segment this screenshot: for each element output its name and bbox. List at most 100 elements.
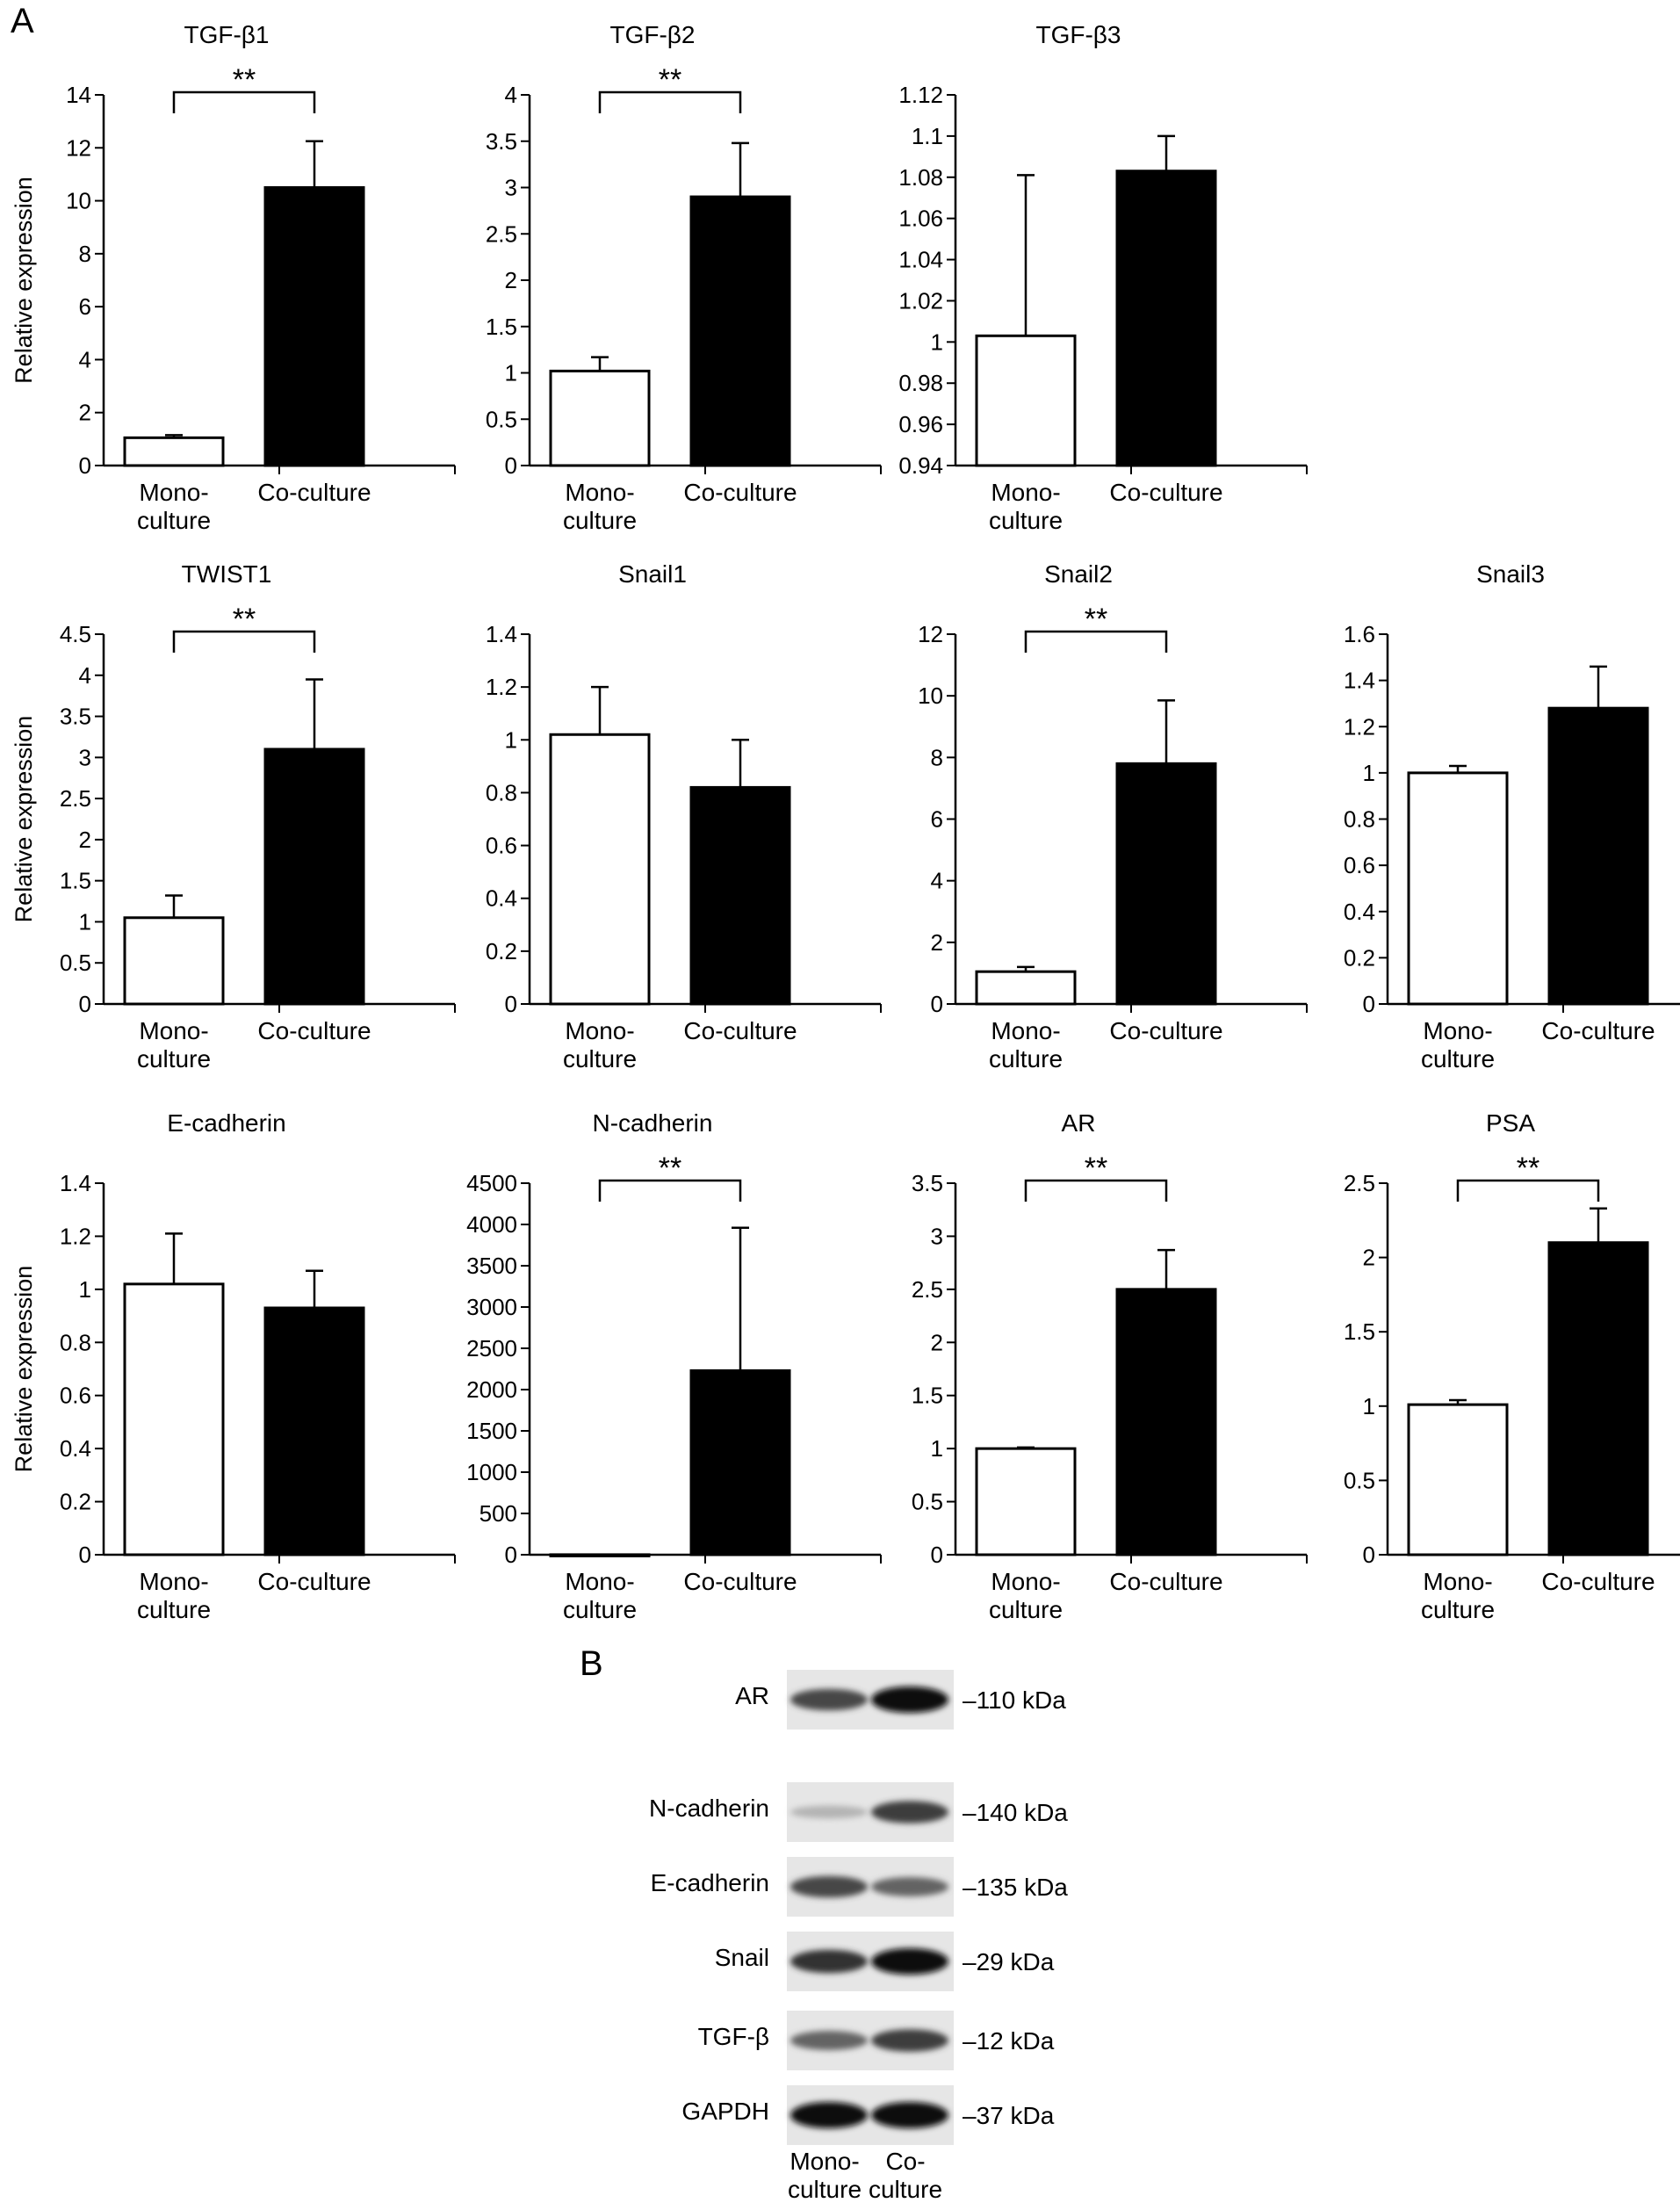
y-axis-label: Relative expression (11, 1266, 37, 1473)
significance-marker: ** (1085, 1152, 1107, 1185)
y-tick-label: 4500 (466, 1170, 517, 1196)
x-category-label: Mono- (1423, 1017, 1492, 1044)
y-tick-label: 2 (931, 929, 943, 956)
x-category-label: culture (137, 1045, 211, 1072)
x-category-label: Mono- (565, 479, 634, 506)
blot-row-2: N-cadherin –140 kDa (649, 1782, 1068, 1842)
chart-10: AR 0 0.5 1 1.5 2 2.5 3 3.5 Mono-culture Co-culture… (912, 1109, 1308, 1623)
significance-bracket (172, 90, 316, 113)
blot-row-6: GAPDH –37 kDa (681, 2085, 1055, 2145)
y-tick-label: 0 (505, 1542, 517, 1568)
x-category-label: Mono- (139, 1568, 208, 1595)
chart-9: N-cadherin 0 500 1000 1500 2000 2500 3000 3500 40… (466, 1109, 882, 1623)
x-category-label: Mono- (991, 1017, 1060, 1044)
y-tick-label: 1.2 (486, 674, 517, 700)
y-tick-label: 1500 (466, 1418, 517, 1444)
blot-row-5: TGF-β –12 kDa (698, 2011, 1055, 2070)
y-tick-label: 12 (66, 134, 91, 161)
chart-title: N-cadherin (593, 1109, 713, 1137)
y-tick-label: 0.4 (486, 885, 517, 912)
y-tick-label: 1.06 (898, 206, 943, 232)
y-tick-label: 1 (931, 1435, 943, 1462)
bar-1 (549, 1553, 651, 1557)
y-tick-label: 2 (931, 1329, 943, 1355)
bar-2 (1115, 762, 1217, 1006)
y-tick-label: 0 (79, 452, 91, 479)
chart-3: TGF-β3 0.94 0.96 0.98 1 1.02 1.04 1.06 1.08 1.1 1.… (898, 21, 1308, 534)
y-tick-label: 8 (79, 241, 91, 267)
significance-bracket (1024, 630, 1168, 653)
blot-band (871, 1948, 948, 1975)
y-tick-label: 3.5 (912, 1170, 943, 1196)
chart-title: Snail3 (1476, 560, 1545, 588)
chart-4: TWIST1 Relative expression 0 0.5 1 1.5 2 2.5 3 3.… (11, 560, 456, 1072)
y-tick-label: 2 (505, 267, 517, 293)
x-category-label: culture (1421, 1045, 1495, 1072)
x-category-label: Co-culture (1109, 479, 1222, 506)
y-tick-label: 4.5 (60, 621, 91, 647)
chart-8: E-cadherin Relative expression 0 0.2 0.4 0.6 0… (11, 1109, 456, 1623)
blot-size-label: –12 kDa (963, 2027, 1055, 2055)
x-category-label: Mono- (991, 479, 1060, 506)
y-tick-label: 1.12 (898, 82, 943, 108)
y-tick-label: 4 (79, 662, 91, 689)
bar-1 (975, 1447, 1077, 1556)
y-tick-label: 2000 (466, 1376, 517, 1403)
bar-1 (123, 916, 225, 1006)
y-tick-label: 4 (79, 346, 91, 372)
blot-band (790, 1688, 868, 1711)
y-tick-label: 1.5 (486, 314, 517, 340)
x-category-label: Co-culture (1109, 1017, 1222, 1044)
y-tick-label: 1 (505, 360, 517, 386)
blot-size-label: –140 kDa (963, 1799, 1068, 1826)
y-tick-label: 1.02 (898, 287, 943, 314)
y-tick-label: 0.5 (1344, 1467, 1375, 1493)
bar-2 (1115, 1288, 1217, 1556)
blot-band (871, 2102, 948, 2128)
y-tick-label: 0.4 (1344, 899, 1375, 925)
x-category-label: culture (563, 507, 637, 534)
x-category-label: culture (137, 507, 211, 534)
x-category-label: Co-culture (683, 1017, 797, 1044)
chart-1: TGF-β1 Relative expression 0 2 4 6 8 10 12 14 Mono… (11, 21, 456, 534)
bar-1 (1407, 1403, 1509, 1556)
chart-title: TGF-β1 (184, 21, 270, 48)
x-category-label: Co-culture (1541, 1017, 1655, 1044)
x-category-label: culture (989, 1596, 1063, 1623)
y-tick-label: 1.4 (1344, 668, 1375, 694)
y-tick-label: 1 (1363, 760, 1375, 786)
chart-title: TWIST1 (182, 560, 272, 588)
y-tick-label: 0.8 (60, 1329, 91, 1355)
significance-marker: ** (1517, 1152, 1539, 1185)
y-tick-label: 4000 (466, 1211, 517, 1238)
y-tick-label: 0.98 (898, 370, 943, 396)
x-category-label: Co-culture (683, 1568, 797, 1595)
blot-band (871, 1801, 948, 1824)
panel-a-label: A (11, 2, 34, 40)
significance-marker: ** (233, 603, 256, 636)
blot-protein-label: TGF-β (698, 2023, 769, 2050)
blot-protein-label: Snail (715, 1944, 769, 1971)
x-category-label: Mono- (991, 1568, 1060, 1595)
y-tick-label: 1.4 (486, 621, 517, 647)
x-category-label: Co-culture (1541, 1568, 1655, 1595)
y-tick-label: 0 (79, 991, 91, 1017)
y-tick-label: 12 (918, 621, 943, 647)
significance-bracket (1456, 1179, 1600, 1202)
y-tick-label: 1 (931, 329, 943, 355)
y-tick-label: 1 (79, 908, 91, 935)
y-tick-label: 0 (1363, 991, 1375, 1017)
significance-marker: ** (1085, 603, 1107, 636)
blot-row-3: E-cadherin –135 kDa (651, 1857, 1068, 1917)
chart-title: TGF-β2 (610, 21, 696, 48)
significance-bracket (172, 630, 316, 653)
x-category-label: culture (563, 1045, 637, 1072)
blot-lane-label: culture (869, 2176, 942, 2203)
y-tick-label: 0.2 (486, 938, 517, 964)
x-category-label: Mono- (565, 1568, 634, 1595)
significance-bracket (598, 90, 742, 113)
y-axis-label: Relative expression (11, 716, 37, 923)
western-blot: AR –110 kDa N-cadherin –140 kDa E-cadherin –1… (649, 1670, 1068, 2203)
blot-size-label: –29 kDa (963, 1948, 1055, 1975)
y-tick-label: 0.5 (60, 950, 91, 976)
